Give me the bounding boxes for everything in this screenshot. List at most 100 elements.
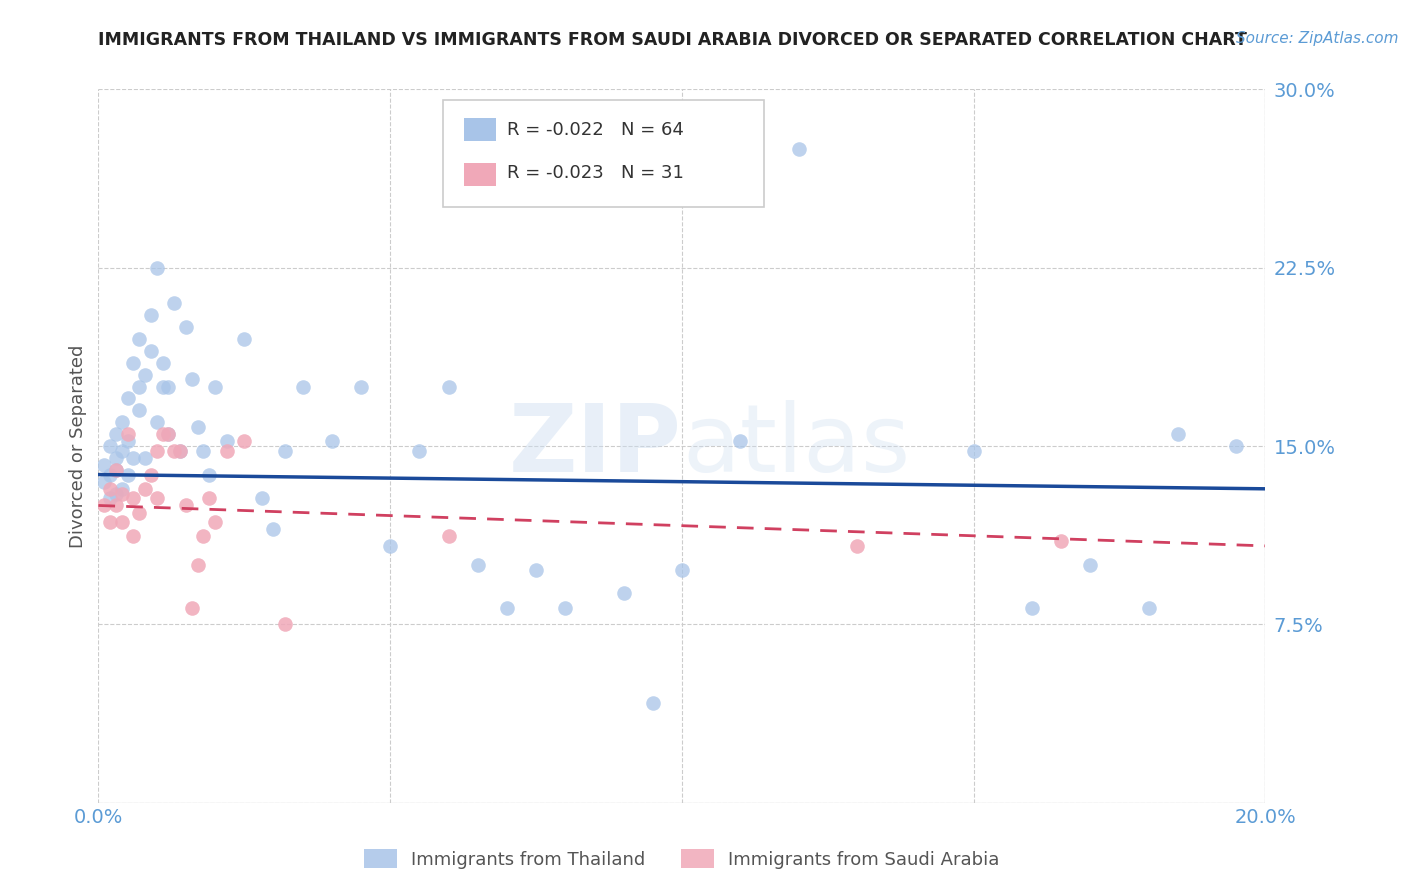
Point <box>111 482 134 496</box>
Point <box>437 379 460 393</box>
Point <box>641 696 664 710</box>
Point <box>378 539 402 553</box>
Point <box>174 320 197 334</box>
Point <box>157 427 180 442</box>
Point <box>204 379 226 393</box>
Point <box>111 415 134 429</box>
FancyBboxPatch shape <box>443 100 763 207</box>
Point <box>111 486 134 500</box>
Point <box>146 260 169 275</box>
Text: ZIP: ZIP <box>509 400 682 492</box>
Point <box>98 467 121 482</box>
Point <box>117 427 139 442</box>
Point <box>128 379 150 393</box>
Point <box>728 434 751 449</box>
Point <box>274 617 297 632</box>
Point <box>291 379 314 393</box>
Point <box>111 515 134 529</box>
Point <box>467 558 489 572</box>
Text: R = -0.023   N = 31: R = -0.023 N = 31 <box>506 164 683 182</box>
Point <box>193 529 215 543</box>
Text: Source: ZipAtlas.com: Source: ZipAtlas.com <box>1236 31 1399 46</box>
Point <box>122 529 145 543</box>
Point <box>104 463 127 477</box>
Point <box>198 467 221 482</box>
Point <box>122 356 145 370</box>
Point <box>152 356 174 370</box>
Point <box>117 434 139 449</box>
Text: R = -0.022   N = 64: R = -0.022 N = 64 <box>506 121 683 139</box>
Point <box>139 467 162 482</box>
Point <box>1080 558 1102 572</box>
Point <box>204 515 226 529</box>
Point <box>163 296 186 310</box>
Point <box>117 467 139 482</box>
Point <box>98 491 121 506</box>
Point <box>174 499 197 513</box>
Point <box>187 558 209 572</box>
Point <box>139 308 162 322</box>
Point <box>1050 534 1073 549</box>
Point <box>128 506 150 520</box>
Point <box>437 529 460 543</box>
Point <box>408 443 430 458</box>
Point <box>128 403 150 417</box>
Point <box>104 486 127 500</box>
Point <box>134 450 156 465</box>
Point <box>122 491 145 506</box>
Point <box>93 458 115 472</box>
Point <box>671 563 693 577</box>
Point <box>350 379 373 393</box>
Point <box>104 427 127 442</box>
Point <box>250 491 273 506</box>
Point <box>134 482 156 496</box>
Point <box>1021 600 1043 615</box>
Y-axis label: Divorced or Separated: Divorced or Separated <box>69 344 87 548</box>
Point <box>146 415 169 429</box>
Point <box>157 379 180 393</box>
Point <box>128 332 150 346</box>
Point <box>146 443 169 458</box>
Point <box>845 539 868 553</box>
Point <box>98 482 121 496</box>
Point <box>321 434 343 449</box>
Point <box>215 443 238 458</box>
Point <box>1137 600 1160 615</box>
FancyBboxPatch shape <box>464 119 496 141</box>
Point <box>233 434 256 449</box>
Point <box>104 499 127 513</box>
Point <box>1225 439 1247 453</box>
Point <box>524 563 547 577</box>
Point <box>169 443 191 458</box>
Point <box>180 372 202 386</box>
Point <box>152 427 174 442</box>
Point <box>612 586 634 600</box>
Point <box>215 434 238 449</box>
Point <box>152 379 174 393</box>
Point <box>233 332 256 346</box>
Point <box>139 343 162 358</box>
Point <box>104 463 127 477</box>
Point <box>93 499 115 513</box>
Point <box>193 443 215 458</box>
Point <box>146 491 169 506</box>
Point <box>104 450 127 465</box>
Point <box>554 600 576 615</box>
Point <box>157 427 180 442</box>
Legend: Immigrants from Thailand, Immigrants from Saudi Arabia: Immigrants from Thailand, Immigrants fro… <box>357 842 1007 876</box>
Point <box>198 491 221 506</box>
Point <box>169 443 191 458</box>
Text: atlas: atlas <box>682 400 910 492</box>
Point <box>134 368 156 382</box>
Point <box>262 522 284 536</box>
Point <box>495 600 517 615</box>
Point <box>163 443 186 458</box>
Point <box>180 600 202 615</box>
Point <box>962 443 984 458</box>
Point <box>1167 427 1189 442</box>
Point <box>93 475 115 489</box>
Point <box>117 392 139 406</box>
Point <box>187 420 209 434</box>
Point <box>98 439 121 453</box>
Point <box>274 443 297 458</box>
